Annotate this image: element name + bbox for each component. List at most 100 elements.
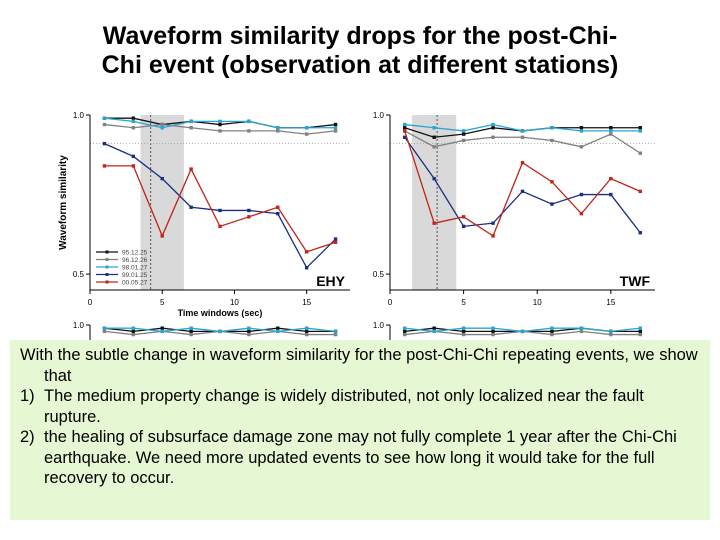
data-point [333, 237, 338, 241]
data-point [491, 221, 495, 225]
legend-entry: 98.01.27 [122, 265, 148, 272]
data-point [491, 326, 495, 330]
data-point [520, 189, 525, 194]
x-tick-label: 0 [88, 298, 93, 307]
data-point [102, 329, 107, 334]
data-point [160, 176, 164, 181]
y-tick-label: 1.0 [373, 321, 385, 330]
x-axis-label: Time windows (sec) [178, 308, 263, 318]
plot-panel-2: 0 5 10 15 1.0 0.5 TWF [373, 111, 655, 307]
data-point [461, 138, 466, 143]
data-point [432, 145, 436, 149]
x-tick-label: 15 [302, 298, 311, 307]
data-point [189, 167, 193, 171]
data-point [304, 266, 309, 270]
data-point [579, 129, 584, 133]
x-tick-label: 5 [160, 298, 165, 307]
data-point [461, 224, 466, 229]
station-label: TWF [620, 273, 651, 289]
data-point [247, 129, 251, 133]
data-point [102, 116, 107, 120]
callout-point-2-number: 2) [20, 428, 35, 446]
legend-marker [105, 258, 109, 261]
data-point [461, 332, 466, 337]
data-point [102, 141, 107, 146]
data-point [550, 126, 554, 130]
data-point [276, 329, 280, 334]
data-point [160, 326, 164, 330]
data-point [638, 332, 642, 337]
data-point [432, 326, 436, 330]
data-point [520, 329, 525, 334]
data-point [432, 329, 436, 334]
data-point [131, 326, 136, 330]
data-point [304, 250, 309, 254]
data-point [638, 189, 642, 194]
y-tick-label: 1.0 [73, 321, 85, 330]
data-point [333, 129, 338, 133]
data-point [102, 326, 107, 330]
data-point [276, 326, 280, 330]
data-point [218, 122, 222, 127]
data-point [276, 129, 280, 133]
data-point [218, 329, 222, 334]
slide-title-line-1: Waveform similarity drops for the post-C… [102, 22, 618, 50]
data-point [304, 132, 309, 136]
data-point [189, 205, 193, 209]
data-point [131, 332, 136, 337]
data-point [304, 332, 309, 337]
data-point [579, 326, 584, 330]
data-point [461, 129, 466, 133]
data-point [333, 240, 338, 244]
data-point [609, 332, 613, 337]
data-point [579, 211, 584, 216]
data-point [131, 119, 136, 124]
callout-point-2: 2) the healing of subsurface damage zone… [20, 427, 700, 489]
x-tick-label: 10 [533, 298, 542, 307]
data-point [491, 234, 495, 238]
slide-title-line-2: Chi event (observation at different stat… [101, 51, 619, 79]
data-point [461, 215, 466, 219]
data-point [160, 122, 164, 127]
data-point [609, 126, 613, 130]
legend-entry: 96.12.26 [122, 257, 148, 264]
data-point [550, 326, 554, 330]
station-label: EHY [316, 273, 345, 289]
data-point [276, 126, 280, 130]
data-point [432, 221, 436, 225]
x-tick-label: 15 [606, 298, 615, 307]
data-point [333, 126, 338, 130]
data-point [189, 329, 193, 334]
data-point [609, 329, 613, 334]
data-point [189, 326, 193, 330]
data-point [491, 135, 495, 139]
legend-marker [105, 273, 109, 276]
data-point [160, 126, 164, 130]
data-point [403, 326, 407, 330]
data-point [102, 164, 107, 168]
x-tick-label: 5 [461, 298, 466, 307]
data-point [247, 329, 251, 334]
data-point [403, 329, 407, 334]
data-point [579, 192, 584, 197]
data-point [247, 332, 251, 337]
data-point [131, 116, 136, 120]
slide-title: Waveform similarity drops for the post-C… [0, 22, 720, 80]
legend-entry: 99.01.25 [122, 272, 148, 279]
y-tick-label: 0.5 [73, 270, 85, 279]
data-point [520, 135, 525, 139]
data-point [461, 329, 466, 334]
data-point [218, 224, 222, 229]
data-point [550, 332, 554, 337]
data-point [218, 129, 222, 133]
data-point [304, 329, 309, 334]
data-point [403, 129, 407, 133]
legend-marker [105, 265, 109, 269]
data-point [131, 126, 136, 130]
data-point [333, 332, 338, 337]
y-tick-label: 0.5 [373, 270, 385, 279]
data-point [276, 205, 280, 209]
data-point [131, 154, 136, 159]
x-tick-label: 0 [388, 298, 393, 307]
data-point [550, 138, 554, 143]
